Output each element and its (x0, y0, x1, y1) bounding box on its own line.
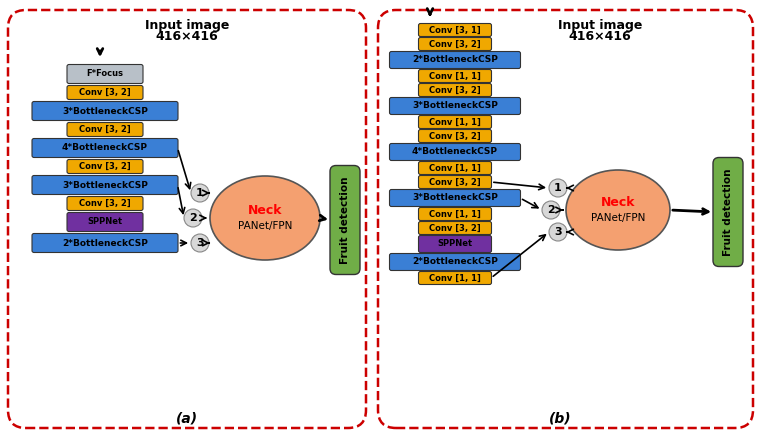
FancyBboxPatch shape (418, 130, 491, 142)
FancyBboxPatch shape (67, 85, 143, 99)
FancyBboxPatch shape (418, 222, 491, 234)
Text: PANet/FPN: PANet/FPN (591, 213, 645, 223)
Text: 2: 2 (189, 213, 197, 223)
Text: Conv [1, 1]: Conv [1, 1] (429, 273, 481, 283)
Circle shape (549, 179, 567, 197)
Circle shape (191, 184, 209, 202)
Text: 2: 2 (547, 205, 555, 215)
FancyBboxPatch shape (32, 233, 178, 252)
Text: Conv [3, 1]: Conv [3, 1] (429, 25, 481, 35)
Text: Conv [1, 1]: Conv [1, 1] (429, 163, 481, 173)
FancyBboxPatch shape (67, 64, 143, 84)
FancyBboxPatch shape (418, 116, 491, 128)
Text: Conv [3, 2]: Conv [3, 2] (429, 177, 481, 187)
Text: 416×416: 416×416 (568, 31, 631, 43)
Text: SPPNet: SPPNet (88, 218, 123, 226)
FancyBboxPatch shape (32, 102, 178, 120)
Text: Conv [1, 1]: Conv [1, 1] (429, 209, 481, 219)
Text: 3: 3 (554, 227, 562, 237)
Text: 3*BottleneckCSP: 3*BottleneckCSP (62, 106, 148, 116)
Text: Fruit detection: Fruit detection (723, 168, 733, 256)
Text: Conv [3, 2]: Conv [3, 2] (79, 88, 131, 97)
FancyBboxPatch shape (389, 52, 520, 68)
Text: (b): (b) (549, 411, 571, 425)
FancyBboxPatch shape (32, 176, 178, 194)
Text: Input image: Input image (558, 18, 642, 32)
Text: Conv [3, 2]: Conv [3, 2] (79, 199, 131, 208)
Text: 416×416: 416×416 (156, 31, 218, 43)
Text: Fruit detection: Fruit detection (340, 176, 350, 264)
FancyBboxPatch shape (389, 144, 520, 160)
Text: 2*BottleneckCSP: 2*BottleneckCSP (412, 56, 498, 64)
Text: 4*BottleneckCSP: 4*BottleneckCSP (62, 144, 148, 152)
Text: PANet/FPN: PANet/FPN (238, 221, 292, 231)
Circle shape (542, 201, 560, 219)
FancyBboxPatch shape (389, 254, 520, 271)
Text: 3*BottleneckCSP: 3*BottleneckCSP (62, 180, 148, 190)
Text: Conv [3, 2]: Conv [3, 2] (79, 162, 131, 171)
Text: 2*BottleneckCSP: 2*BottleneckCSP (412, 258, 498, 266)
Text: Conv [1, 1]: Conv [1, 1] (429, 117, 481, 127)
Ellipse shape (566, 170, 670, 250)
Text: Conv [3, 2]: Conv [3, 2] (429, 39, 481, 49)
Text: Neck: Neck (600, 195, 636, 208)
Text: Conv [3, 2]: Conv [3, 2] (429, 223, 481, 233)
FancyBboxPatch shape (418, 84, 491, 96)
Text: 3: 3 (196, 238, 204, 248)
Text: 1: 1 (554, 183, 562, 193)
FancyBboxPatch shape (389, 98, 520, 114)
Text: 2*BottleneckCSP: 2*BottleneckCSP (62, 239, 148, 247)
FancyBboxPatch shape (418, 24, 491, 36)
Text: 3*BottleneckCSP: 3*BottleneckCSP (412, 194, 498, 202)
FancyBboxPatch shape (713, 158, 743, 266)
Text: SPPNet: SPPNet (437, 240, 472, 248)
FancyBboxPatch shape (418, 38, 491, 50)
FancyBboxPatch shape (67, 123, 143, 137)
Text: Conv [1, 1]: Conv [1, 1] (429, 71, 481, 81)
FancyBboxPatch shape (67, 159, 143, 173)
Text: 4*BottleneckCSP: 4*BottleneckCSP (412, 148, 498, 156)
Text: Conv [3, 2]: Conv [3, 2] (429, 85, 481, 95)
FancyBboxPatch shape (32, 138, 178, 158)
Text: (a): (a) (176, 411, 198, 425)
Text: Input image: Input image (145, 18, 229, 32)
Text: 1: 1 (196, 188, 204, 198)
FancyBboxPatch shape (418, 208, 491, 220)
FancyBboxPatch shape (418, 162, 491, 174)
Ellipse shape (210, 176, 320, 260)
FancyBboxPatch shape (67, 197, 143, 211)
FancyBboxPatch shape (418, 272, 491, 285)
Text: 3*BottleneckCSP: 3*BottleneckCSP (412, 102, 498, 110)
FancyBboxPatch shape (418, 236, 491, 252)
FancyBboxPatch shape (418, 176, 491, 188)
Text: Conv [3, 2]: Conv [3, 2] (79, 125, 131, 134)
Circle shape (549, 223, 567, 241)
Text: Conv [3, 2]: Conv [3, 2] (429, 131, 481, 141)
Circle shape (191, 234, 209, 252)
FancyBboxPatch shape (418, 70, 491, 82)
FancyBboxPatch shape (330, 166, 360, 275)
Circle shape (184, 209, 202, 227)
Text: F*Focus: F*Focus (86, 70, 124, 78)
Text: Neck: Neck (248, 204, 282, 216)
FancyBboxPatch shape (67, 212, 143, 232)
FancyBboxPatch shape (389, 190, 520, 206)
